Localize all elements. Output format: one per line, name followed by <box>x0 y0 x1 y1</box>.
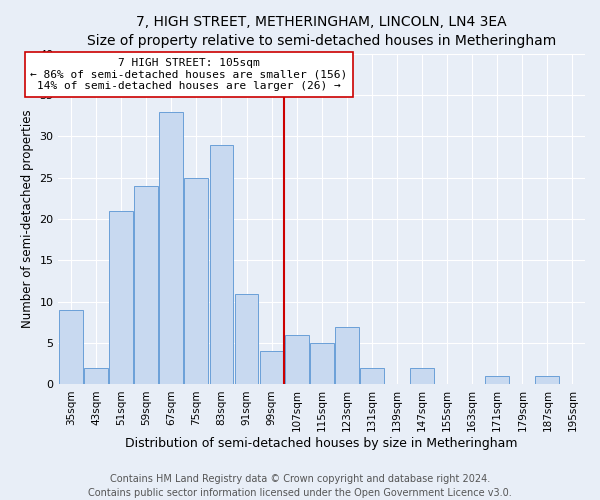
Bar <box>59 310 83 384</box>
Bar <box>285 335 308 384</box>
Bar <box>485 376 509 384</box>
Bar <box>109 211 133 384</box>
Bar <box>535 376 559 384</box>
Bar <box>184 178 208 384</box>
Text: Contains HM Land Registry data © Crown copyright and database right 2024.
Contai: Contains HM Land Registry data © Crown c… <box>88 474 512 498</box>
Y-axis label: Number of semi-detached properties: Number of semi-detached properties <box>21 110 34 328</box>
Bar <box>335 326 359 384</box>
Bar <box>410 368 434 384</box>
Bar <box>360 368 384 384</box>
Bar <box>160 112 183 384</box>
Bar <box>235 294 259 384</box>
Bar <box>310 343 334 384</box>
Title: 7, HIGH STREET, METHERINGHAM, LINCOLN, LN4 3EA
Size of property relative to semi: 7, HIGH STREET, METHERINGHAM, LINCOLN, L… <box>87 15 556 48</box>
Bar <box>84 368 108 384</box>
X-axis label: Distribution of semi-detached houses by size in Metheringham: Distribution of semi-detached houses by … <box>125 437 518 450</box>
Bar <box>260 352 284 384</box>
Bar <box>134 186 158 384</box>
Text: 7 HIGH STREET: 105sqm
← 86% of semi-detached houses are smaller (156)
14% of sem: 7 HIGH STREET: 105sqm ← 86% of semi-deta… <box>30 58 347 91</box>
Bar <box>209 145 233 384</box>
